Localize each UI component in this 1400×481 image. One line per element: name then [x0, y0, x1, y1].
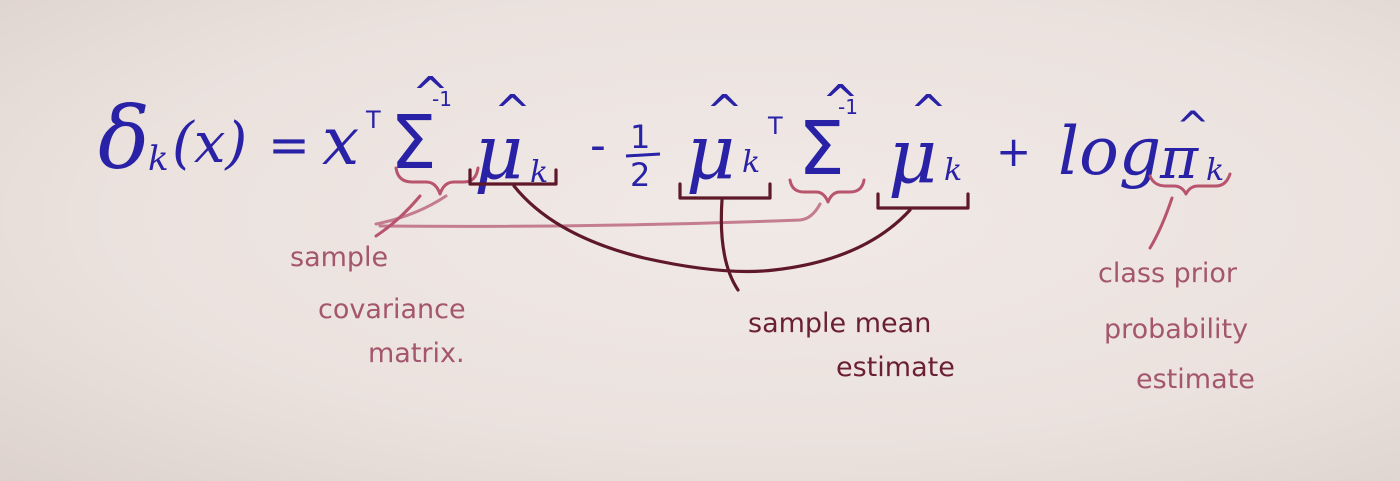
- mean-label: sample mean estimate: [748, 308, 955, 383]
- fraction-bar: [625, 152, 661, 158]
- mean-pointer: [719, 198, 740, 292]
- covariance-label-line-2: covariance: [318, 294, 466, 325]
- mu-1: μ: [474, 107, 523, 196]
- prior-label-line-2: probability: [1104, 314, 1248, 345]
- covariance-label: sample covariance matrix.: [290, 242, 466, 369]
- prior-brace-group: [1148, 172, 1232, 250]
- transpose-2: T: [767, 112, 783, 140]
- delta-symbol: δ: [98, 89, 150, 189]
- delta-argument: (x): [172, 111, 247, 176]
- hat-sigma-2: ^: [822, 76, 859, 127]
- half-numerator: 1: [630, 118, 650, 156]
- minus-sign: -: [590, 120, 606, 171]
- prior-pointer: [1148, 196, 1174, 250]
- mean-connector: [512, 184, 912, 274]
- prior-label-line-3: estimate: [1136, 364, 1255, 395]
- covariance-label-line-3: matrix.: [368, 338, 465, 369]
- mean-bracket-1: [468, 168, 558, 186]
- hat-pi: ^: [1176, 104, 1210, 150]
- prior-label: class prior probability estimate: [1098, 258, 1255, 395]
- mu-2: μ: [686, 107, 735, 196]
- covariance-connector: [374, 194, 822, 228]
- inverse-2: -1: [838, 95, 858, 119]
- covariance-brace-2: [788, 178, 866, 204]
- hat-sigma-1: ^: [412, 68, 449, 119]
- pi-subscript: k: [1206, 153, 1224, 188]
- lda-discriminant-equation: δ k (x) = x T ^ Σ -1 ^ μ k - 1 2 ^ μ k T…: [98, 68, 1224, 200]
- prior-brace: [1148, 172, 1232, 196]
- delta-subscript: k: [148, 139, 169, 179]
- covariance-label-line-1: sample: [290, 242, 388, 273]
- half-denominator: 2: [630, 156, 650, 194]
- mean-label-line-2: estimate: [836, 352, 955, 383]
- sigma-2: Σ: [798, 106, 845, 192]
- log-function: log: [1058, 113, 1161, 190]
- x-variable: x: [322, 103, 359, 180]
- covariance-braces: [374, 166, 866, 238]
- mu-1-subscript: k: [530, 155, 548, 190]
- plus-sign: +: [996, 127, 1031, 176]
- equals-sign: =: [268, 116, 310, 174]
- mean-label-line-1: sample mean: [748, 308, 931, 339]
- pi-symbol: π: [1159, 124, 1199, 192]
- mu-2-subscript: k: [742, 145, 760, 180]
- mean-bracket-2: [678, 182, 772, 200]
- transpose-1: T: [365, 106, 381, 134]
- mean-bracket-3: [876, 192, 970, 210]
- mu-3-subscript: k: [944, 153, 962, 188]
- hat-mu-2: ^: [706, 86, 743, 137]
- prior-label-line-1: class prior: [1098, 258, 1238, 289]
- hat-mu-3: ^: [910, 86, 947, 137]
- inverse-1: -1: [432, 87, 452, 111]
- mu-3: μ: [888, 111, 937, 200]
- mean-brackets: [468, 168, 970, 292]
- covariance-pointer: [374, 194, 422, 238]
- hat-mu-1: ^: [494, 86, 531, 137]
